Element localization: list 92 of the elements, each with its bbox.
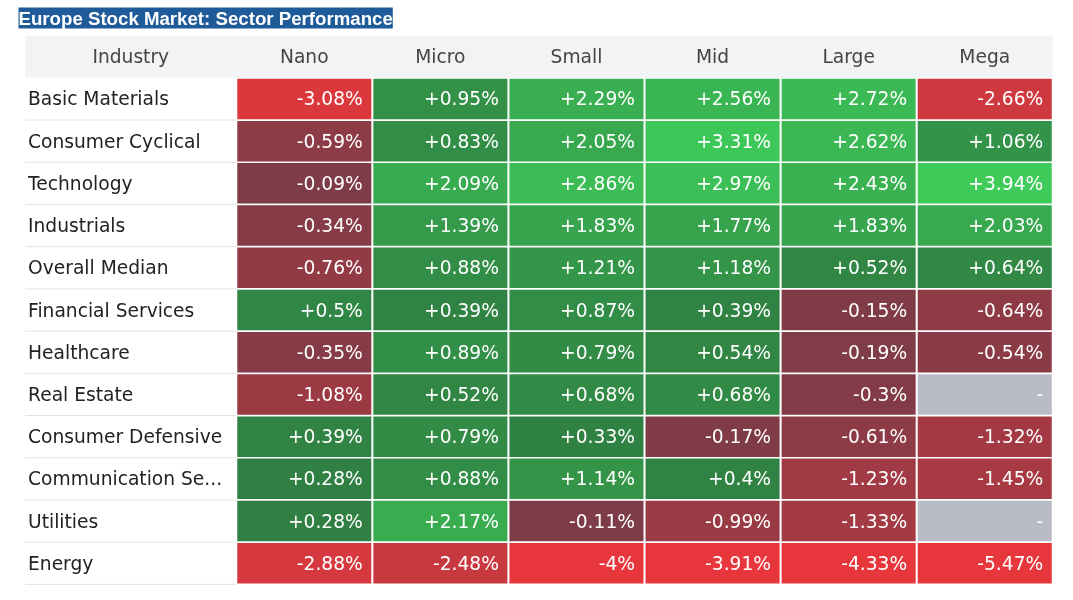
data-label: +1.77% xyxy=(696,215,772,237)
data-label: -3.08% xyxy=(296,88,363,110)
text: - xyxy=(1036,511,1044,533)
y-tick-label: Consumer Cyclical xyxy=(28,130,201,152)
data-label: +3.31% xyxy=(696,130,772,152)
data-label: -4% xyxy=(598,552,635,574)
data-label: +0.88% xyxy=(424,468,499,490)
y-tick-label: Communication Se... xyxy=(28,468,223,490)
data-label: +1.21% xyxy=(560,257,635,279)
y-tick-label: Healthcare xyxy=(28,341,130,363)
data-label: -0.64% xyxy=(977,299,1044,321)
data-label: +3.94% xyxy=(968,172,1044,194)
y-tick-label: Real Estate xyxy=(28,383,134,405)
data-label: +0.95% xyxy=(424,88,499,110)
data-label: -0.15% xyxy=(841,299,908,321)
x-tick-label: Micro xyxy=(415,46,466,68)
data-label: +0.52% xyxy=(424,383,499,405)
data-label: -0.54% xyxy=(977,341,1044,363)
y-tick-label: Technology xyxy=(27,172,133,194)
data-label: -0.61% xyxy=(841,426,908,448)
data-label: -0.09% xyxy=(296,172,363,194)
data-label: -1.45% xyxy=(977,468,1044,490)
data-label: +0.5% xyxy=(299,299,363,321)
data-label: -0.35% xyxy=(296,341,363,363)
data-label: -0.3% xyxy=(853,383,908,405)
data-label: +1.83% xyxy=(832,215,908,237)
data-label: -0.99% xyxy=(705,510,772,532)
data-label: -2.88% xyxy=(296,552,363,574)
y-tick-label: Energy xyxy=(28,552,94,574)
data-label: +0.28% xyxy=(287,468,363,490)
data-label: +1.83% xyxy=(560,215,635,237)
data-label: -2.66% xyxy=(977,88,1044,110)
data-label: +1.39% xyxy=(424,215,499,237)
text: - xyxy=(1036,384,1044,406)
data-label: +2.05% xyxy=(560,130,635,152)
data-label: -1.08% xyxy=(296,383,363,405)
x-tick-label: Mid xyxy=(695,46,730,68)
y-tick-label: Consumer Defensive xyxy=(28,426,223,448)
data-label: +0.4% xyxy=(708,468,772,490)
y-tick-label: Overall Median xyxy=(28,257,169,279)
data-label: +0.68% xyxy=(560,383,635,405)
data-label: +0.39% xyxy=(287,426,363,448)
chart-title: Europe Stock Market: Sector Performance xyxy=(18,7,393,29)
x-tick-label: Small xyxy=(550,46,603,68)
data-label: -2.48% xyxy=(432,552,499,574)
data-label: -3.91% xyxy=(705,552,772,574)
data-label: +1.06% xyxy=(968,130,1044,152)
data-label: -0.76% xyxy=(296,257,363,279)
x-tick-label: Mega xyxy=(959,46,1011,68)
data-label: +0.68% xyxy=(696,383,772,405)
y-tick-label: Industrials xyxy=(28,215,126,237)
data-label: +0.88% xyxy=(424,257,499,279)
data-label: +2.03% xyxy=(968,215,1044,237)
data-label: -0.19% xyxy=(841,341,908,363)
data-label: +2.17% xyxy=(424,510,499,532)
y-axis-title: Industry xyxy=(92,46,170,68)
data-label: -0.34% xyxy=(296,215,363,237)
data-label: +2.62% xyxy=(832,130,908,152)
data-label: +2.72% xyxy=(832,88,908,110)
data-label: +0.89% xyxy=(424,341,499,363)
data-label: +1.14% xyxy=(560,468,635,490)
data-label: +0.39% xyxy=(424,299,499,321)
data-label: -1.33% xyxy=(841,510,908,532)
data-label: +2.86% xyxy=(560,172,635,194)
data-label: -0.59% xyxy=(296,130,363,152)
data-label: +0.87% xyxy=(560,299,635,321)
x-tick-label: Nano xyxy=(279,46,329,68)
data-label: +0.64% xyxy=(968,257,1044,279)
data-label: +0.79% xyxy=(424,426,499,448)
data-label: +0.28% xyxy=(287,510,363,532)
data-label: -0.11% xyxy=(568,510,635,532)
data-label: -1.32% xyxy=(977,426,1044,448)
data-label: +0.79% xyxy=(560,341,635,363)
data-label: +0.52% xyxy=(832,257,908,279)
data-label: -1.23% xyxy=(841,468,908,490)
data-label: +2.56% xyxy=(696,88,772,110)
data-label: +0.39% xyxy=(696,299,772,321)
y-tick-label: Basic Materials xyxy=(28,88,169,110)
data-label: -0.17% xyxy=(705,426,772,448)
y-tick-label: Utilities xyxy=(28,510,99,532)
data-label: +0.83% xyxy=(424,130,499,152)
data-label: +0.33% xyxy=(560,426,635,448)
data-label: +1.18% xyxy=(696,257,772,279)
data-label: +2.97% xyxy=(696,172,772,194)
data-label: +0.54% xyxy=(696,341,772,363)
data-label: -4.33% xyxy=(841,552,908,574)
y-tick-label: Financial Services xyxy=(28,299,195,321)
data-label: +2.29% xyxy=(560,88,635,110)
data-label: -5.47% xyxy=(977,552,1044,574)
data-label: +2.43% xyxy=(832,172,908,194)
data-label: +2.09% xyxy=(424,172,499,194)
x-tick-label: Large xyxy=(822,46,875,68)
